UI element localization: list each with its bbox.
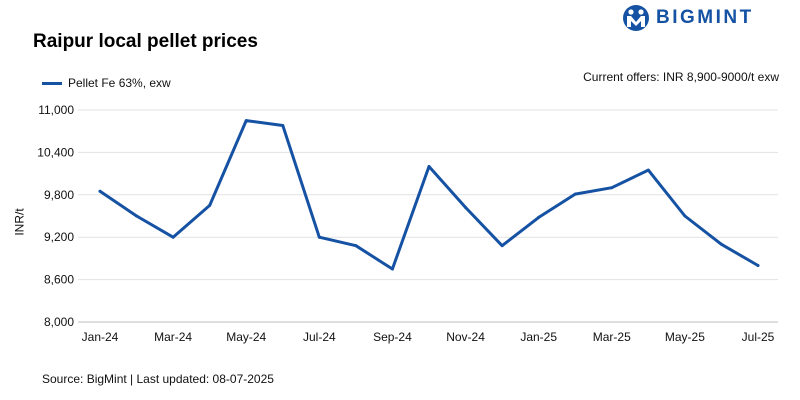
gridlines [78, 109, 778, 323]
brand-name: BIGMINT [656, 7, 754, 28]
data-point [427, 165, 431, 169]
bigmint-logo-icon [623, 5, 649, 31]
y-tick-label: 9,800 [44, 188, 74, 202]
data-point [171, 235, 175, 239]
x-tick-labels: Jan-24 Mar-24 May-24 Jul-24 Sep-24 Nov-24 Jan-… [82, 330, 775, 344]
y-tick-label: 10,400 [37, 145, 74, 159]
data-point [610, 186, 614, 190]
data-point [719, 242, 723, 246]
legend: Pellet Fe 63%, exw [42, 76, 171, 90]
data-point [756, 263, 760, 267]
data-point [683, 214, 687, 218]
data-point [573, 192, 577, 196]
data-point [646, 168, 650, 172]
y-tick-labels: 8,000 8,600 9,200 9,800 10,400 11,000 [37, 103, 74, 329]
x-tick-label: Sep-24 [373, 330, 412, 344]
legend-label: Pellet Fe 63%, exw [68, 76, 171, 90]
data-point [98, 189, 102, 193]
x-tick-label: May-25 [665, 330, 705, 344]
x-tick-label: Mar-24 [154, 330, 192, 344]
data-point [500, 244, 504, 248]
series-layer [98, 119, 760, 271]
data-point [135, 214, 139, 218]
y-tick-label: 11,000 [38, 103, 74, 117]
y-tick-label: 8,600 [44, 273, 74, 287]
x-tick-label: Jul-24 [303, 330, 336, 344]
data-point [390, 267, 394, 271]
y-tick-label: 9,200 [44, 230, 74, 244]
x-tick-label: Nov-24 [446, 330, 485, 344]
current-offers-note: Current offers: INR 8,900-9000/t exw [583, 70, 779, 84]
legend-swatch [42, 81, 62, 85]
source-note: Source: BigMint | Last updated: 08-07-20… [42, 372, 274, 386]
data-point [244, 119, 248, 123]
data-point [208, 203, 212, 207]
x-tick-label: Jan-24 [82, 330, 119, 344]
data-point [281, 124, 285, 128]
data-point [317, 235, 321, 239]
y-tick-label: 8,000 [44, 315, 74, 329]
x-tick-label: Jul-25 [742, 330, 775, 344]
chart-title: Raipur local pellet prices [33, 31, 258, 52]
x-tick-label: Mar-25 [593, 330, 631, 344]
data-point [537, 215, 541, 219]
bigmint-logo: BIGMINT [620, 4, 790, 32]
x-tick-label: May-24 [226, 330, 266, 344]
data-point [464, 206, 468, 210]
x-tick-label: Jan-25 [520, 330, 557, 344]
data-point [354, 244, 358, 248]
